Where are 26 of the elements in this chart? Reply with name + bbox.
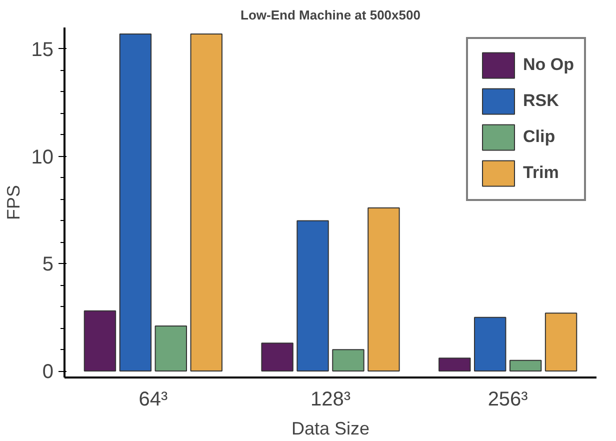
bar (509, 360, 542, 372)
bar (119, 33, 152, 372)
bar (190, 33, 222, 372)
legend-label: Clip (523, 127, 556, 147)
bar (474, 316, 506, 372)
bar (332, 349, 364, 372)
y-tick-label: 10 (31, 146, 54, 168)
bar (84, 310, 116, 372)
x-axis-title: Data Size (291, 418, 370, 438)
bar (296, 220, 329, 372)
x-tick-label: 256³ (488, 388, 528, 410)
y-axis-title: FPS (3, 184, 24, 220)
y-tick-label: 5 (42, 254, 54, 276)
legend-label: Trim (523, 163, 559, 183)
bar (154, 325, 188, 372)
bar (368, 207, 400, 372)
bar (544, 312, 578, 372)
legend-label: RSK (523, 91, 559, 111)
x-tick-label: 128³ (310, 388, 351, 410)
chart-title: Low-End Machine at 500x500 (240, 8, 420, 22)
bar (438, 358, 471, 372)
y-tick-label: 0 (42, 361, 54, 384)
legend-label: No Op (523, 55, 574, 75)
bar (261, 342, 294, 372)
x-tick-label: 64³ (138, 388, 168, 410)
y-tick-label: 15 (31, 38, 54, 61)
